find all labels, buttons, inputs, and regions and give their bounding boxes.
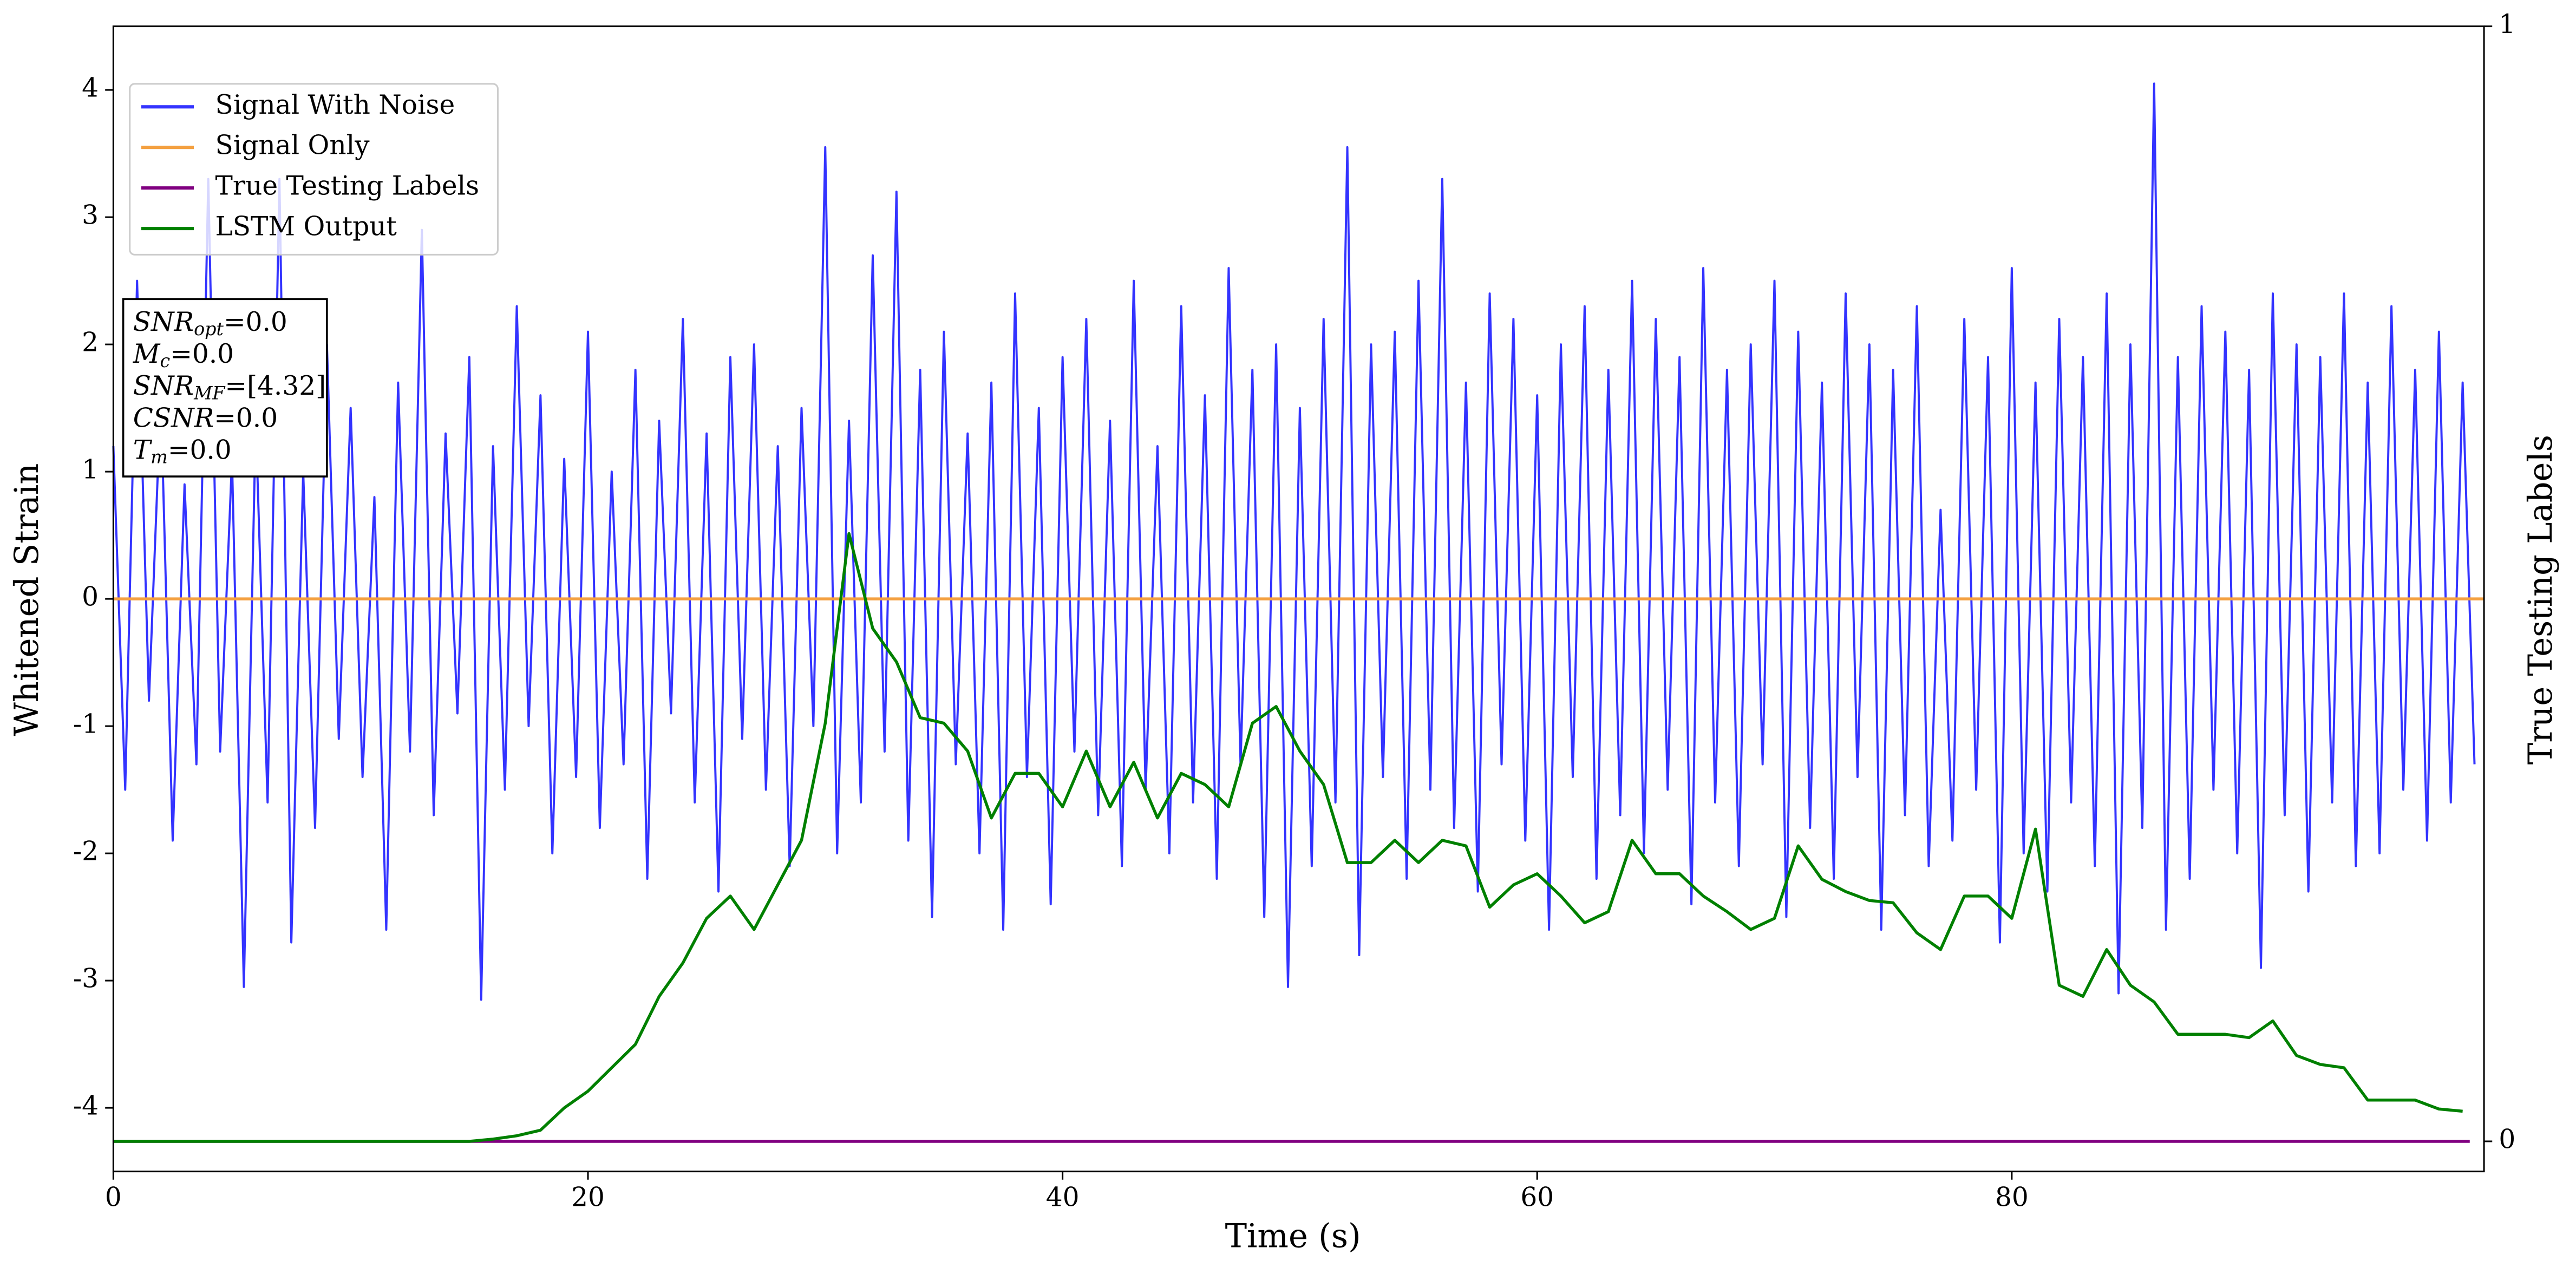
annotation-line: SNRopt=0.0 xyxy=(133,306,287,339)
x-tick-label: 20 xyxy=(571,1182,605,1213)
x-tick-label: 0 xyxy=(105,1182,122,1213)
annotation-symbol: SNR xyxy=(133,371,194,401)
y2-tick-label: 1 xyxy=(2499,9,2515,40)
y2-tick-label: 0 xyxy=(2499,1124,2515,1154)
annotation-symbol: SNR xyxy=(133,306,194,337)
annotation-text: =0.0 xyxy=(224,306,287,337)
y-tick-label: -3 xyxy=(73,964,99,994)
series-line xyxy=(113,532,2463,1143)
y-axis-label: Whitened Strain xyxy=(8,463,46,736)
annotation-symbol: T xyxy=(133,435,153,465)
legend-label: Signal Only xyxy=(215,130,370,161)
annotation-text: =0.0 xyxy=(214,403,278,433)
y-tick-label: -2 xyxy=(73,837,99,867)
annotation-text: =0.0 xyxy=(170,339,234,369)
y-tick-label: 0 xyxy=(82,582,99,612)
annotation-box xyxy=(122,298,328,478)
y2-axis-label: True Testing Labels xyxy=(2522,435,2560,765)
y-tick-label: 3 xyxy=(82,200,99,231)
y-tick-label: 2 xyxy=(82,328,99,358)
x-tick-label: 40 xyxy=(1046,1182,1080,1213)
annotation-subscript: opt xyxy=(194,318,224,339)
annotation-text: =0.0 xyxy=(168,435,232,465)
y-tick-label: 1 xyxy=(82,455,99,485)
y-tick-label: -4 xyxy=(73,1091,99,1121)
legend-label: LSTM Output xyxy=(215,212,397,242)
annotation-symbol: CSNR xyxy=(133,403,214,433)
annotation-text: =[4.32] xyxy=(225,371,326,401)
annotation-subscript: MF xyxy=(193,382,226,403)
y-tick-label: 4 xyxy=(82,73,99,103)
annotation-subscript: c xyxy=(160,350,171,371)
annotation-line: CSNR=0.0 xyxy=(133,403,278,433)
series-line xyxy=(112,82,2476,1001)
legend-label: Signal With Noise xyxy=(215,90,455,120)
x-tick-label: 60 xyxy=(1520,1182,1554,1213)
legend-label: True Testing Labels xyxy=(215,171,480,201)
x-axis-label: Time (s) xyxy=(1225,1218,1361,1256)
x-tick-label: 80 xyxy=(1995,1182,2029,1213)
annotation-subscript: m xyxy=(151,447,168,468)
annotation-symbol: M xyxy=(133,339,161,369)
annotation-line: SNRMF=[4.32] xyxy=(133,371,326,404)
annotation-line: Mc=0.0 xyxy=(133,339,234,372)
y-tick-label: -1 xyxy=(73,709,99,740)
legend-box xyxy=(129,83,499,256)
annotation-line: Tm=0.0 xyxy=(133,435,232,468)
